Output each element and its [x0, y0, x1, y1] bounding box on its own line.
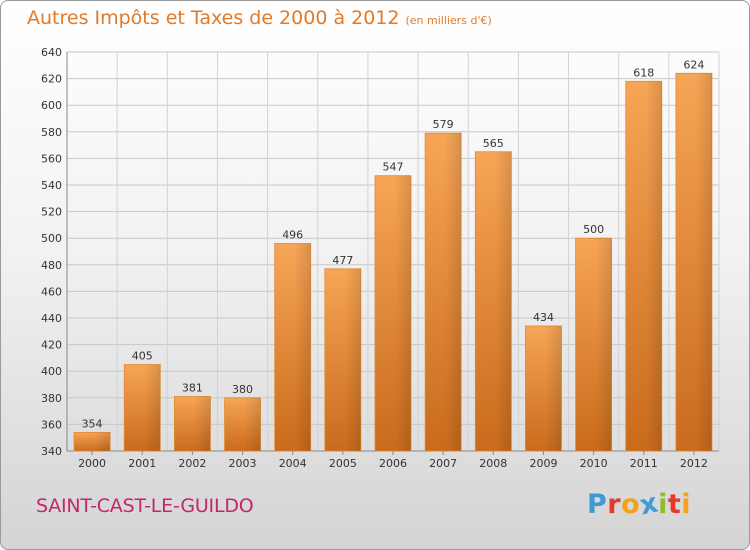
bar-shade: [444, 133, 462, 451]
x-tick-label: 2003: [229, 457, 257, 470]
y-tick-label: 340: [41, 445, 62, 458]
y-tick-label: 620: [41, 73, 62, 86]
value-label: 477: [332, 254, 353, 267]
y-tick-label: 600: [41, 99, 62, 112]
value-label: 500: [583, 223, 604, 236]
bar-shade: [495, 151, 512, 451]
bar-shade: [244, 397, 261, 451]
bar-shade: [294, 243, 311, 451]
chart-subtitle: (en milliers d'€): [405, 14, 492, 27]
logo-letter: i: [658, 489, 668, 520]
x-tick-label: 2001: [128, 457, 156, 470]
y-tick-label: 480: [41, 259, 62, 272]
x-tick-label: 2004: [279, 457, 307, 470]
bar-shade: [194, 396, 211, 451]
bar-chart: 340 360 380 400 420 440 460 480 500 520 540 560 580 6…: [41, 46, 720, 470]
value-label: 547: [383, 161, 404, 174]
value-label: 618: [633, 66, 654, 79]
x-tick-label: 2011: [630, 457, 658, 470]
bar-shade: [695, 73, 712, 451]
bar-shade: [344, 268, 361, 451]
y-tick-label: 580: [41, 126, 62, 139]
value-label: 405: [132, 350, 153, 363]
bar-shade: [545, 325, 562, 451]
x-tick-label: 2007: [429, 457, 457, 470]
x-tick-label: 2012: [680, 457, 708, 470]
bar-shade: [645, 81, 662, 451]
x-tick-label: 2000: [78, 457, 106, 470]
x-tick-label: 2009: [529, 457, 557, 470]
y-tick-label: 640: [41, 46, 62, 59]
bar-shade: [144, 364, 161, 451]
y-tick-label: 500: [41, 232, 62, 245]
x-tick-label: 2010: [580, 457, 608, 470]
y-tick-label: 380: [41, 392, 62, 405]
value-label: 434: [533, 311, 554, 324]
chart-title-text: Autres Impôts et Taxes de 2000 à 2012: [27, 7, 400, 29]
value-label: 624: [683, 58, 704, 71]
x-tick-label: 2002: [178, 457, 206, 470]
logo-letter: r: [607, 489, 622, 520]
y-tick-label: 460: [41, 285, 62, 298]
value-label: 354: [82, 417, 103, 430]
value-label: 381: [182, 381, 203, 394]
value-label: 380: [232, 383, 253, 396]
y-tick-label: 420: [41, 339, 62, 352]
y-tick-label: 560: [41, 152, 62, 165]
y-tick-label: 540: [41, 179, 62, 192]
y-tick-label: 440: [41, 312, 62, 325]
value-label: 565: [483, 137, 504, 150]
y-tick-label: 400: [41, 365, 62, 378]
y-tick-label: 360: [41, 418, 62, 431]
x-tick-label: 2008: [479, 457, 507, 470]
logo-letter: P: [587, 489, 608, 520]
bars: [73, 72, 713, 452]
bar-shade: [394, 175, 411, 451]
logo-letter: t: [667, 489, 682, 520]
value-label: 496: [282, 229, 303, 242]
x-tick-label: 2005: [329, 457, 357, 470]
chart-title: Autres Impôts et Taxes de 2000 à 2012 (en…: [27, 7, 492, 29]
commune-name: SAINT-CAST-LE-GUILDO: [36, 495, 254, 517]
value-labels: 354 405 381 380 496 477 547 579 565 434 500 618 624: [82, 58, 705, 430]
x-tick-label: 2006: [379, 457, 407, 470]
proxiti-logo: Proxiti: [587, 487, 692, 521]
value-label: 579: [433, 118, 454, 131]
bar-shade: [595, 238, 612, 451]
bar-shade: [93, 432, 111, 451]
logo-letter: i: [681, 489, 692, 520]
logo-letter: o: [621, 489, 641, 520]
y-tick-label: 520: [41, 206, 62, 219]
